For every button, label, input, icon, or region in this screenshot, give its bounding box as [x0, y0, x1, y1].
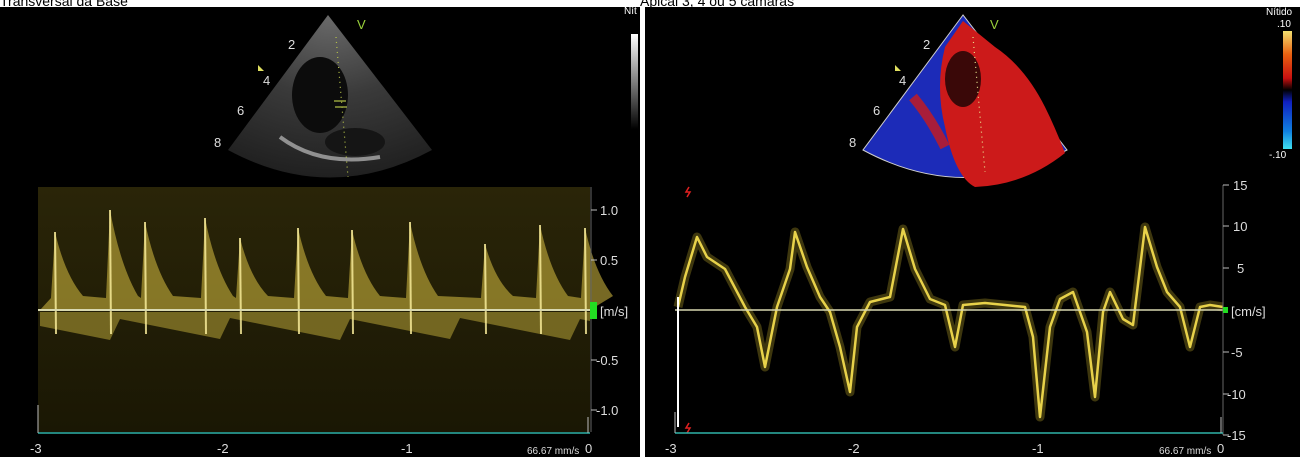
depth-label: 4 — [263, 73, 270, 88]
time-tick-label: -1 — [401, 441, 413, 456]
spectrum-spike — [204, 217, 207, 335]
scale-tick-label: 0.5 — [600, 253, 618, 268]
scale-tick-label: -5 — [1231, 345, 1243, 360]
heart-chamber-shape — [292, 57, 348, 133]
gain-label: Nít — [624, 7, 637, 17]
time-tick-label: -2 — [848, 441, 860, 456]
scale-tick-label: -15 — [1227, 428, 1246, 443]
left-caption: Transversal da Base — [0, 0, 128, 9]
time-tick-label: -1 — [1032, 441, 1044, 456]
time-tick-label: -3 — [30, 441, 42, 456]
time-tick-label: 0 — [585, 441, 592, 456]
depth-label: 8 — [214, 135, 221, 150]
doppler-spectrum-spikes — [54, 209, 587, 335]
spectrum-spike — [109, 209, 112, 335]
focus-marker-icon — [895, 65, 901, 71]
scale-tick-label: -10 — [1227, 387, 1246, 402]
left-panel-graphic: V 2 4 6 8 Nít 1.0 0.5 -0.5 -1.0 [m/s] — [30, 7, 638, 457]
spectrum-spike — [484, 243, 487, 335]
unit-label: [m/s] — [600, 304, 628, 319]
doppler-spectrum-negative — [40, 312, 590, 340]
depth-label: 8 — [849, 135, 856, 150]
velocity-scale: 15 10 5 -5 -10 -15 — [1223, 178, 1247, 443]
scale-tick-label: -1.0 — [596, 403, 618, 418]
spectrum-spike — [239, 237, 242, 335]
baseline-marker[interactable] — [590, 302, 597, 319]
depth-label: 2 — [923, 37, 930, 52]
sweep-speed-label: 66.67 mm/s — [527, 446, 579, 457]
depth-label: 2 — [288, 37, 295, 52]
time-tick-label: -3 — [665, 441, 677, 456]
right-caption: Apical 3, 4 ou 5 câmaras — [640, 0, 795, 9]
scale-tick-label: 1.0 — [600, 203, 618, 218]
spectrum-spike — [584, 227, 587, 335]
time-tick-label: 0 — [1217, 441, 1224, 456]
trigger-marker-icon — [684, 422, 692, 434]
right-panel-graphic: V 2 4 6 8 Nítido .10 -.10 15 10 — [665, 7, 1293, 457]
spectrum-spike — [144, 221, 147, 335]
velocity-scale: 1.0 0.5 -0.5 -1.0 — [591, 203, 618, 418]
unit-label: [cm/s] — [1231, 304, 1266, 319]
scale-tick-label: 10 — [1233, 219, 1247, 234]
v-marker: V — [990, 17, 999, 32]
spectrum-spike — [54, 231, 57, 335]
depth-label: 6 — [237, 103, 244, 118]
tissue-doppler-trace — [676, 225, 1224, 419]
color-velocity-bar — [1283, 31, 1292, 149]
colorbar-min-label: -.10 — [1269, 150, 1287, 161]
scale-tick-label: 15 — [1233, 178, 1247, 193]
colorbar-max-label: .10 — [1277, 19, 1291, 30]
baseline-marker[interactable] — [1223, 307, 1228, 313]
spectrum-spike — [539, 224, 542, 335]
sweep-speed-label: 66.67 mm/s — [1159, 446, 1211, 457]
left-doppler-panel: V 2 4 6 8 Nít 1.0 0.5 -0.5 -1.0 [m/s] — [0, 7, 640, 457]
gain-label: Nítido — [1266, 7, 1293, 18]
gain-scale-bar — [631, 34, 638, 129]
v-marker: V — [357, 17, 366, 32]
time-tick-label: -2 — [217, 441, 229, 456]
depth-label: 4 — [899, 73, 906, 88]
spectrum-spike — [351, 229, 354, 335]
spectrum-spike — [409, 221, 412, 335]
spectrum-spike — [297, 227, 300, 335]
right-doppler-panel: V 2 4 6 8 Nítido .10 -.10 15 10 — [645, 7, 1300, 457]
depth-label: 6 — [873, 103, 880, 118]
focus-marker-icon — [258, 65, 264, 71]
doppler-spectrum-envelope — [40, 210, 613, 310]
trigger-marker-icon — [684, 186, 692, 198]
scale-tick-label: 5 — [1237, 261, 1244, 276]
scale-tick-label: -0.5 — [596, 353, 618, 368]
